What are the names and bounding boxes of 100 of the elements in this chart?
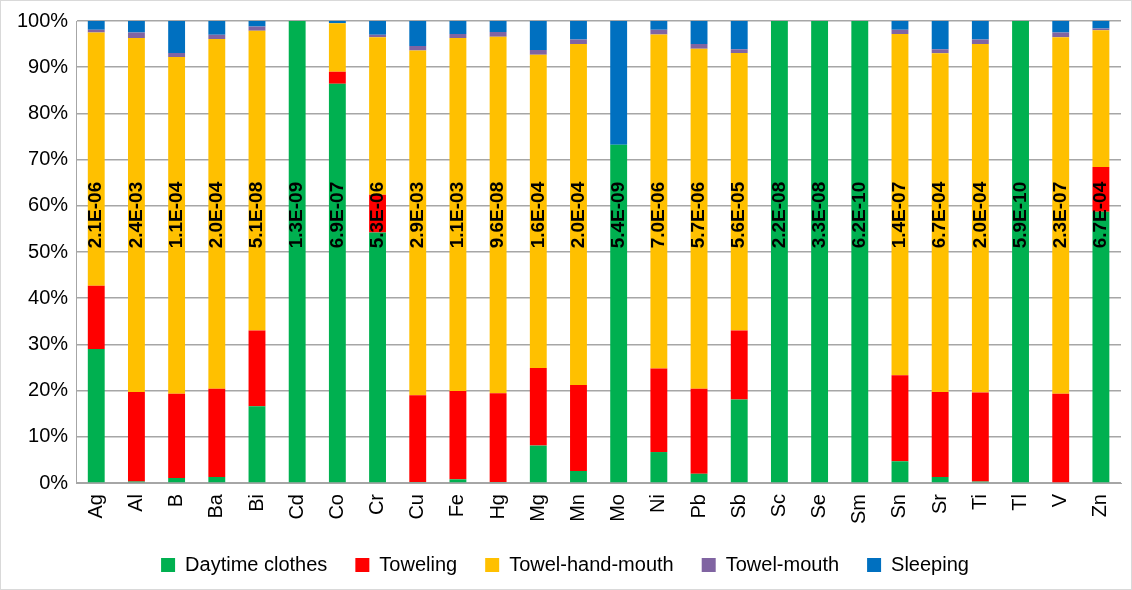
bar	[610, 21, 628, 145]
x-tick-label: Ag	[83, 494, 106, 519]
x-tick-label: Se	[807, 494, 830, 519]
x-tick-label: Sn	[887, 494, 910, 519]
bar	[87, 29, 105, 33]
x-tick-label: Sr	[927, 493, 950, 514]
annotation: 7.0E-06	[647, 181, 669, 249]
y-tick-label: 90%	[28, 54, 69, 77]
bar	[971, 39, 989, 45]
y-tick-label: 0%	[39, 470, 69, 493]
annotation: 5.9E-10	[1008, 181, 1030, 249]
x-tick-label: Cu	[405, 494, 428, 520]
bar	[369, 21, 386, 35]
x-tick-label: Zn	[1088, 494, 1111, 518]
bar	[529, 367, 547, 446]
bar	[248, 21, 266, 27]
annotation: 5.6E-05	[727, 181, 749, 249]
y-tick-label: 20%	[28, 378, 69, 401]
x-tick-label: Cr	[365, 493, 388, 516]
bar	[690, 473, 708, 483]
bar	[570, 21, 587, 40]
bar	[690, 388, 708, 474]
x-tick-label: Sc	[766, 494, 789, 518]
bar	[489, 32, 507, 37]
annotation: 6.2E-10	[848, 181, 870, 249]
bar	[971, 44, 989, 393]
annotation: 5.3E-06	[365, 181, 387, 249]
bar	[328, 23, 346, 72]
bar	[489, 21, 507, 33]
bar	[650, 368, 668, 453]
bar	[168, 477, 186, 483]
bar	[449, 33, 467, 39]
bar	[168, 52, 186, 58]
x-tick-label: Mn	[566, 494, 588, 522]
bar	[931, 21, 949, 50]
annotation: 2.1E-06	[84, 181, 106, 249]
annotation: 5.4E-09	[606, 181, 628, 249]
bar	[208, 39, 226, 389]
bar	[449, 391, 467, 480]
annotation: 5.7E-06	[687, 181, 709, 249]
x-tick-label: Sm	[847, 494, 870, 524]
bar	[449, 38, 467, 392]
bar	[208, 34, 226, 40]
annotation: 6.7E-04	[928, 181, 950, 249]
annotation: 1.3E-09	[285, 181, 307, 249]
bar	[891, 461, 909, 483]
bar	[971, 21, 989, 40]
bar	[168, 57, 186, 394]
bar	[610, 144, 628, 483]
bar	[851, 21, 869, 483]
bar	[409, 50, 427, 396]
x-tick-label: Sb	[726, 494, 749, 519]
x-tick-label: Hg	[485, 494, 508, 520]
bar	[570, 470, 587, 483]
bar	[811, 21, 829, 483]
bar	[529, 21, 547, 51]
annotation: 9.6E-08	[486, 181, 508, 249]
bar	[971, 392, 989, 482]
bar	[730, 21, 748, 50]
x-tick-label: Al	[123, 494, 146, 512]
bar	[1012, 21, 1029, 483]
bar	[248, 330, 266, 407]
bar	[208, 21, 226, 35]
bar	[409, 395, 427, 483]
y-tick-label: 100%	[17, 8, 69, 31]
x-tick-label: Cd	[284, 494, 307, 520]
x-tick-label: B	[164, 494, 187, 508]
bar	[570, 39, 587, 45]
x-tick-label: Tl	[1008, 494, 1031, 511]
bar	[127, 32, 145, 39]
bar	[931, 49, 949, 54]
x-tick-label: Fe	[445, 494, 468, 518]
bar	[570, 44, 587, 386]
legend-label: Towel-mouth	[725, 552, 840, 575]
y-tick-label: 80%	[28, 100, 69, 123]
bar	[328, 71, 346, 84]
y-tick-label: 40%	[28, 285, 69, 308]
bar	[208, 388, 226, 477]
x-tick-label: Ba	[204, 493, 227, 519]
bar	[208, 476, 226, 483]
bar	[328, 83, 346, 483]
annotation: 2.0E-04	[566, 181, 588, 249]
bar	[529, 50, 547, 55]
bar	[730, 330, 748, 400]
annotation: 2.9E-03	[405, 181, 427, 249]
bar	[690, 44, 708, 49]
x-tick-label: Mo	[606, 494, 629, 522]
bar	[168, 21, 186, 53]
y-tick-label: 30%	[28, 331, 69, 354]
bar	[1092, 30, 1110, 167]
bar	[168, 393, 186, 478]
x-tick-label: Ti	[967, 494, 990, 510]
bar	[891, 375, 909, 462]
annotation: 2.0E-04	[205, 181, 227, 249]
annotation: 3.3E-08	[807, 181, 829, 249]
bar	[288, 21, 306, 483]
bar	[650, 452, 668, 483]
bar	[1052, 393, 1070, 483]
bar	[650, 21, 668, 30]
x-tick-label: Pb	[686, 494, 709, 519]
